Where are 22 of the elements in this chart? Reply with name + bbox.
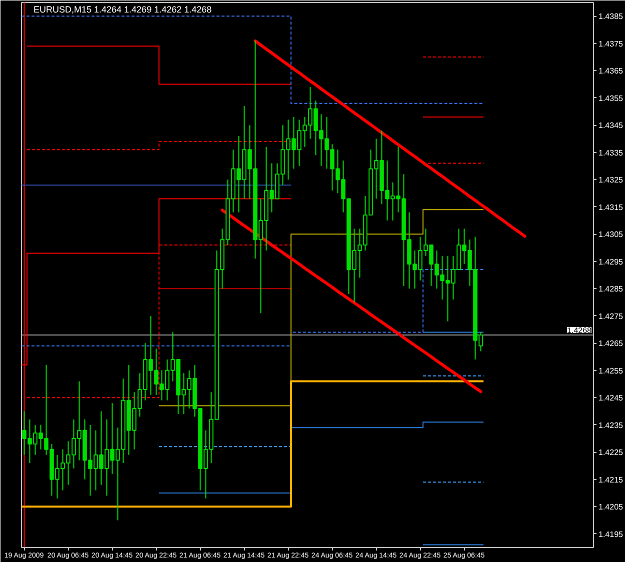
y-tick-label: 1.4245 [598, 394, 624, 403]
y-tick-label: 1.4235 [598, 420, 624, 430]
y-tick-label: 1.4335 [598, 148, 624, 158]
ref-line-label: 1.4268 [567, 326, 592, 335]
y-tick-label: 1.4215 [598, 475, 624, 484]
y-tick-label: 1.4365 [598, 66, 624, 76]
y-tick-label: 1.4355 [598, 94, 624, 103]
y-tick-label: 1.4275 [598, 312, 624, 321]
y-tick-label: 1.4195 [598, 530, 624, 539]
y-tick-label: 1.4315 [598, 202, 624, 212]
y-tick-label: 1.4385 [598, 12, 624, 22]
y-tick-label: 1.4205 [598, 502, 624, 512]
y-tick-label: 1.4295 [598, 257, 624, 266]
y-tick-label: 1.4285 [598, 284, 624, 294]
y-tick-label: 1.4265 [598, 339, 624, 348]
y-tick-label: 1.4375 [598, 39, 624, 48]
chart-title: EURUSD,M15 1.4264 1.4269 1.4262 1.4268 [34, 4, 212, 14]
y-tick-label: 1.4255 [598, 366, 624, 376]
y-tick-label: 1.4305 [598, 230, 624, 240]
y-tick-label: 1.4225 [598, 448, 624, 458]
y-tick-label: 1.4325 [598, 176, 624, 185]
y-tick-label: 1.4345 [598, 121, 624, 130]
